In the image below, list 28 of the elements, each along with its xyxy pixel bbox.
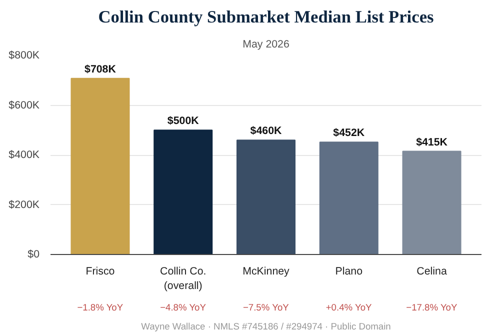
bar — [236, 140, 296, 254]
y-tick-label: $600K — [8, 99, 40, 112]
data-label: $415K — [416, 136, 448, 148]
data-label: $708K — [84, 63, 116, 76]
text: Wayne Wallace · NMLS #745186 / #294974 · Public Domain — [141, 322, 391, 332]
x-tick-label: Frisco — [86, 266, 115, 278]
data-label: $500K — [167, 115, 200, 128]
y-tick-label: $200K — [8, 198, 40, 211]
bar — [70, 78, 130, 254]
y-tick-label: $400K — [8, 149, 40, 161]
bar — [319, 142, 378, 254]
y-tick-label: $0 — [28, 248, 40, 260]
data-label: $460K — [250, 125, 282, 138]
x-tick-label: McKinney — [242, 266, 290, 278]
text: −17.8% YoY — [406, 302, 458, 312]
text: +0.4% YoY — [326, 302, 373, 312]
x-tick-label: Collin Co. (overall) — [160, 266, 206, 292]
text: −7.5% YoY — [242, 302, 290, 312]
bar — [154, 130, 213, 254]
y-tick-label: $800K — [8, 50, 40, 62]
text: −1.8% YoY — [77, 302, 124, 312]
chart-title: Collin County Submarket Median List Prices — [98, 8, 434, 26]
text: −4.8% YoY — [160, 302, 207, 312]
bar — [402, 150, 462, 254]
x-tick-label: Plano — [335, 266, 363, 278]
data-label: $452K — [333, 127, 365, 140]
chart-subtitle: May 2026 — [242, 38, 290, 50]
x-tick-label: Celina — [416, 266, 447, 278]
